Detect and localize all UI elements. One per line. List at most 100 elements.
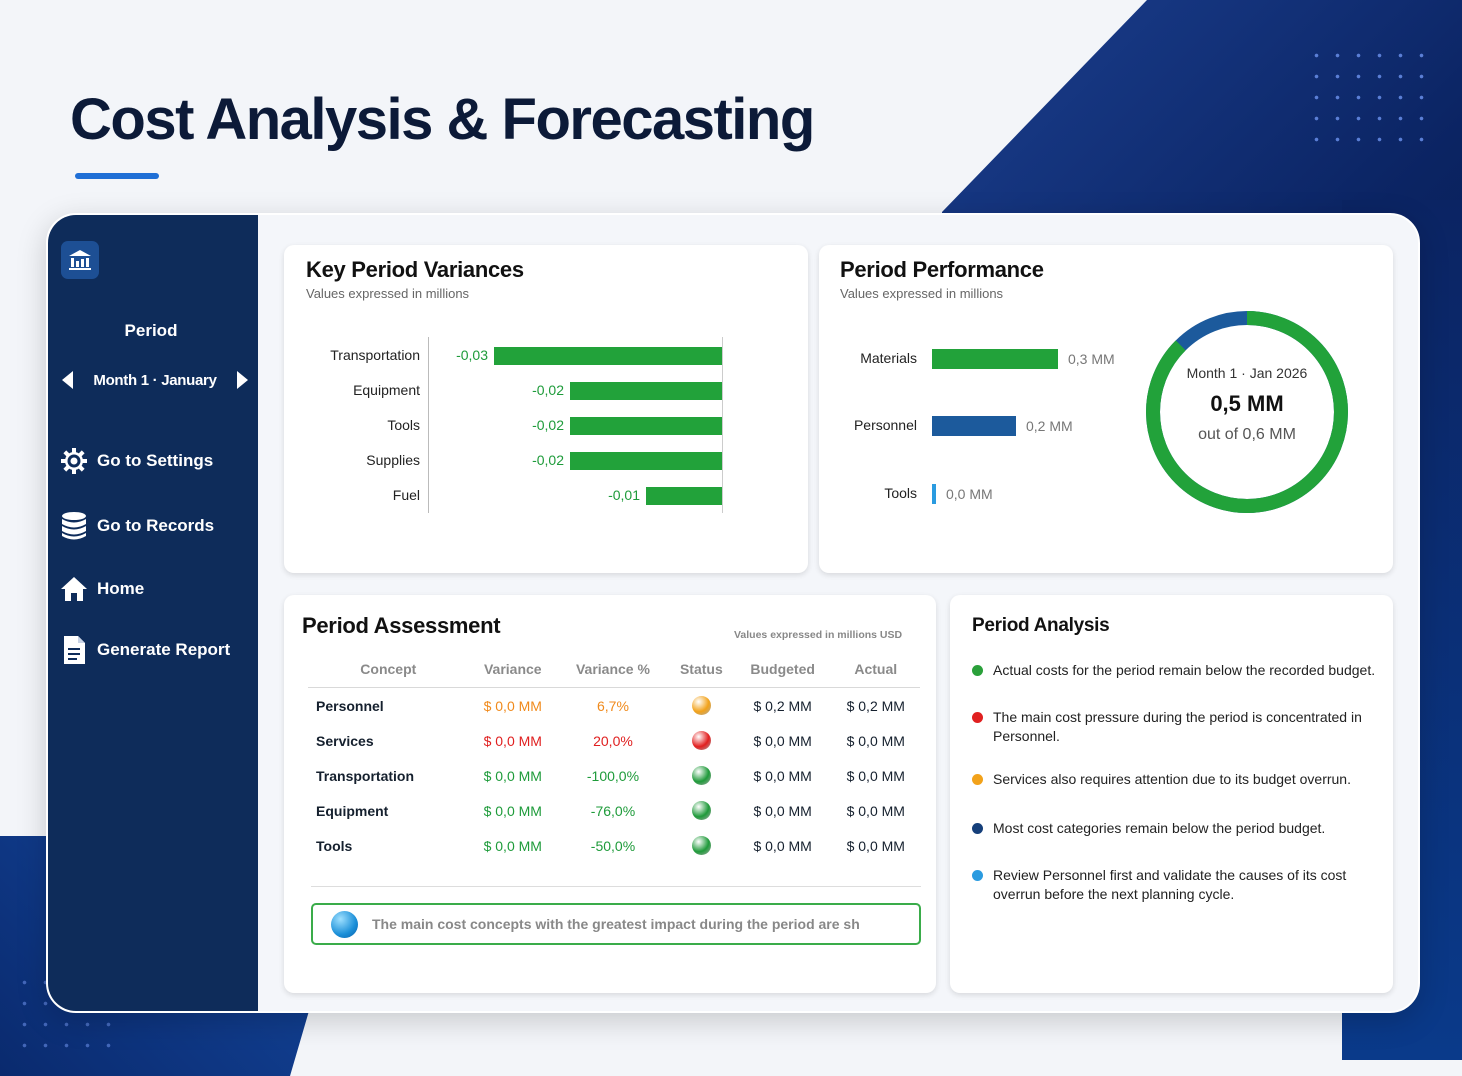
divider: [311, 886, 921, 887]
concept-cell: Equipment: [316, 802, 389, 819]
bar-category-label: Transportation: [330, 347, 420, 363]
status-cell: [669, 688, 734, 724]
variance-pct-cell: 20,0%: [593, 732, 633, 749]
bar-category-label: Personnel: [853, 417, 917, 433]
status-indicator-icon: [691, 836, 711, 855]
budgeted-cell: $ 0,0 MM: [753, 837, 812, 854]
column-header: Actual: [831, 657, 920, 688]
analysis-text: The main cost pressure during the period…: [993, 709, 1362, 744]
nav-go-to-records[interactable]: Go to Records: [60, 511, 214, 541]
variance-cell: $ 0,0 MM: [483, 802, 542, 819]
table-row[interactable]: Tools $ 0,0 MM -50,0% $ 0,0 MM $ 0,0 MM: [308, 828, 920, 863]
table-row[interactable]: Transportation $ 0,0 MM -100,0% $ 0,0 MM $ 0…: [308, 758, 920, 793]
analysis-item: Most cost categories remain below the pe…: [972, 819, 1392, 838]
card-title: Period Analysis: [972, 615, 1110, 636]
column-header: Budgeted: [733, 657, 832, 688]
period-value: Month 1 · January: [93, 371, 217, 389]
concept-cell: Tools: [316, 837, 353, 854]
column-header: Status: [668, 657, 734, 688]
bar-category-label: Fuel: [392, 487, 420, 503]
dot-pattern: [1306, 45, 1426, 145]
card-subtitle: Values expressed in millions: [840, 286, 1004, 301]
analysis-item: Services also requires attention due to …: [972, 770, 1392, 789]
variance-bar[interactable]: [570, 452, 722, 470]
variances-card: Key Period Variances Values expressed in…: [284, 245, 808, 573]
summary-ticker[interactable]: The main cost concepts with the greatest…: [311, 903, 921, 945]
table-row[interactable]: Personnel $ 0,0 MM 6,7% $ 0,2 MM $ 0,2 MM: [308, 688, 920, 724]
axis-line: [428, 337, 429, 513]
variance-cell: $ 0,0 MM: [483, 732, 542, 749]
axis-line: [722, 337, 723, 513]
variance-cell: $ 0,0 MM: [483, 837, 542, 854]
analysis-text: Review Personnel first and validate the …: [993, 867, 1347, 902]
previous-period-arrow-icon[interactable]: [62, 371, 73, 389]
nav-label: Go to Records: [97, 516, 215, 535]
bank-logo-icon[interactable]: [61, 241, 99, 279]
status-cell: [669, 723, 734, 758]
performance-bar[interactable]: [932, 349, 1058, 369]
nav-label: Home: [97, 579, 145, 598]
donut-value: 0,5 MM: [1210, 391, 1284, 416]
status-indicator-icon: [691, 766, 711, 785]
assessment-note: Values expressed in millions USD: [734, 629, 903, 641]
bar-category-label: Equipment: [353, 382, 420, 398]
bar-value-label: -0,02: [532, 452, 564, 468]
bar-value-label: 0,3 MM: [1068, 351, 1115, 367]
nav-generate-report[interactable]: Generate Report: [60, 635, 230, 665]
variance-pct-cell: -100,0%: [586, 767, 640, 784]
ticker-text: The main cost concepts with the greatest…: [372, 916, 860, 932]
bar-value-label: -0,02: [532, 417, 564, 433]
variance-pct-cell: 6,7%: [597, 697, 629, 714]
app-window: Period Month 1 · January: [46, 213, 1420, 1013]
bar-value-label: 0,0 MM: [946, 486, 993, 502]
table-row[interactable]: Equipment $ 0,0 MM -76,0% $ 0,0 MM $ 0,0 MM: [308, 793, 920, 828]
actual-cell: $ 0,2 MM: [846, 697, 905, 714]
analysis-card: Period Analysis Actual costs for the per…: [950, 595, 1393, 993]
concept-cell: Transportation: [316, 767, 415, 784]
bar-value-label: -0,02: [532, 382, 564, 398]
variance-pct-cell: -76,0%: [590, 802, 636, 819]
analysis-text: Actual costs for the period remain below…: [993, 662, 1376, 678]
column-header: Concept: [308, 657, 469, 688]
variance-pct-cell: -50,0%: [590, 837, 636, 854]
budgeted-cell: $ 0,2 MM: [753, 697, 812, 714]
nav-go-to-settings[interactable]: Go to Settings: [60, 446, 213, 476]
bullet-dot-icon: [972, 665, 983, 676]
page-title: Cost Analysis & Forecasting: [70, 87, 815, 152]
column-header: Variance: [468, 657, 557, 688]
assessment-card: Period Assessment Values expressed in mi…: [284, 595, 936, 993]
status-indicator-icon: [691, 801, 711, 820]
sidebar: Period Month 1 · January: [48, 215, 258, 1011]
bullet-dot-icon: [972, 823, 983, 834]
variance-bar[interactable]: [570, 417, 722, 435]
card-subtitle: Values expressed in millions: [306, 286, 470, 301]
bar-category-label: Tools: [884, 485, 917, 501]
concept-cell: Personnel: [316, 697, 384, 714]
performance-bar[interactable]: [932, 484, 936, 504]
variance-bar[interactable]: [646, 487, 722, 505]
bullet-dot-icon: [972, 712, 983, 723]
actual-cell: $ 0,0 MM: [846, 732, 905, 749]
status-indicator-icon: [691, 731, 711, 750]
analysis-item: The main cost pressure during the period…: [972, 708, 1392, 746]
variance-bar[interactable]: [570, 382, 722, 400]
bar-value-label: -0,03: [456, 347, 488, 363]
title-underline: [75, 173, 159, 179]
performance-bar[interactable]: [932, 416, 1016, 436]
status-cell: [669, 793, 734, 828]
home-icon: [60, 574, 88, 604]
variance-bar[interactable]: [494, 347, 722, 365]
bar-category-label: Supplies: [366, 452, 420, 468]
donut-period: Month 1 · Jan 2026: [1186, 365, 1308, 381]
card-title: Period Assessment: [302, 613, 501, 638]
status-indicator-icon: [691, 696, 711, 715]
status-cell: [669, 758, 734, 793]
budgeted-cell: $ 0,0 MM: [753, 732, 812, 749]
table-row[interactable]: Services $ 0,0 MM 20,0% $ 0,0 MM $ 0,0 MM: [308, 723, 920, 758]
donut-total: out of 0,6 MM: [1198, 426, 1296, 443]
bar-category-label: Tools: [387, 417, 420, 433]
next-period-arrow-icon[interactable]: [237, 371, 248, 389]
bar-value-label: 0,2 MM: [1026, 418, 1073, 434]
status-cell: [669, 828, 734, 863]
nav-home[interactable]: Home: [60, 574, 144, 604]
